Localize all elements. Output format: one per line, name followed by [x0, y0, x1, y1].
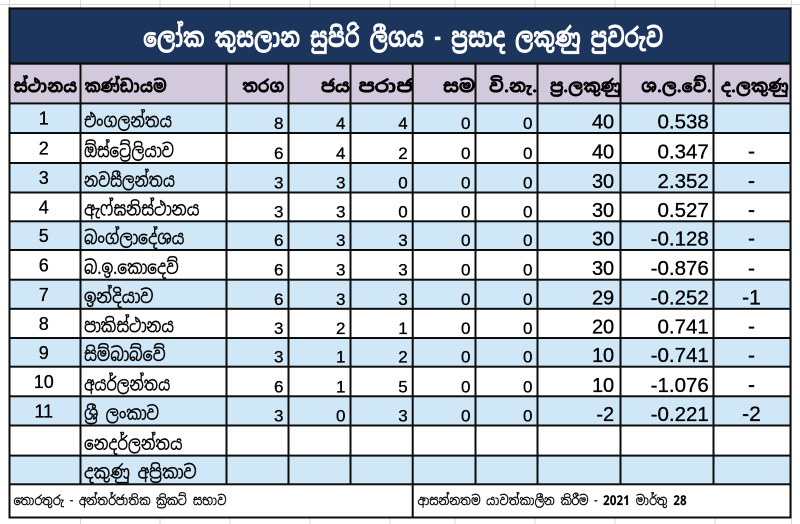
svg-text:3: 3	[398, 407, 407, 426]
svg-text:-: -	[748, 228, 755, 251]
svg-text:0: 0	[461, 407, 470, 426]
svg-text:2: 2	[39, 139, 49, 159]
svg-text:6: 6	[274, 231, 283, 250]
svg-text:3: 3	[398, 290, 407, 309]
svg-text:0: 0	[336, 407, 345, 426]
svg-text:6: 6	[39, 255, 49, 275]
svg-text:-0.221: -0.221	[651, 403, 709, 426]
svg-text:0: 0	[523, 377, 532, 396]
svg-text:0: 0	[461, 114, 470, 133]
svg-text:-: -	[748, 141, 755, 164]
svg-text:0: 0	[523, 114, 532, 133]
svg-text:20: 20	[592, 317, 614, 339]
svg-text:0: 0	[461, 290, 470, 309]
svg-text:0: 0	[461, 348, 470, 367]
svg-text:3: 3	[274, 407, 283, 426]
svg-text:0: 0	[461, 261, 470, 280]
svg-text:3: 3	[336, 261, 345, 280]
svg-text:5: 5	[39, 226, 49, 246]
svg-text:11: 11	[34, 401, 53, 421]
svg-text:0: 0	[523, 174, 532, 193]
svg-text:8: 8	[274, 114, 283, 133]
svg-text:3: 3	[336, 202, 345, 221]
svg-text:3: 3	[274, 174, 283, 193]
svg-text:0: 0	[523, 231, 532, 250]
svg-text:3: 3	[336, 290, 345, 309]
svg-text:6: 6	[274, 290, 283, 309]
svg-text:-0.128: -0.128	[651, 228, 709, 251]
svg-text:4: 4	[39, 197, 49, 217]
svg-text:29: 29	[592, 287, 614, 309]
svg-text:3: 3	[398, 261, 407, 280]
svg-text:5: 5	[398, 377, 407, 396]
svg-text:2: 2	[336, 319, 345, 338]
svg-text:-: -	[748, 344, 755, 367]
svg-text:30: 30	[592, 171, 614, 193]
svg-text:6: 6	[274, 261, 283, 280]
svg-text:-: -	[748, 257, 755, 280]
svg-text:30: 30	[592, 258, 614, 280]
svg-text:-: -	[748, 374, 755, 397]
svg-text:40: 40	[592, 112, 614, 134]
svg-text:1: 1	[336, 348, 345, 367]
svg-text:10: 10	[34, 372, 54, 392]
svg-text:0: 0	[523, 348, 532, 367]
svg-text:9: 9	[39, 343, 49, 363]
svg-text:-1: -1	[742, 287, 761, 310]
svg-text:0: 0	[461, 144, 470, 163]
svg-text:4: 4	[336, 114, 345, 133]
svg-text:3: 3	[274, 319, 283, 338]
svg-text:1: 1	[398, 319, 407, 338]
svg-text:3: 3	[336, 231, 345, 250]
svg-text:30: 30	[592, 200, 614, 222]
svg-text:-0.876: -0.876	[651, 257, 709, 280]
svg-text:3: 3	[398, 231, 407, 250]
svg-text:7: 7	[39, 285, 49, 305]
svg-text:0: 0	[398, 202, 407, 221]
svg-text:0: 0	[523, 319, 532, 338]
svg-text:-0.741: -0.741	[651, 344, 709, 367]
svg-text:0: 0	[461, 202, 470, 221]
svg-text:0.527: 0.527	[657, 199, 708, 222]
svg-text:0: 0	[523, 407, 532, 426]
svg-text:0.538: 0.538	[657, 111, 708, 134]
svg-text:2: 2	[398, 144, 407, 163]
svg-text:0: 0	[461, 231, 470, 250]
svg-text:0: 0	[461, 377, 470, 396]
svg-text:30: 30	[592, 229, 614, 251]
svg-text:2: 2	[398, 348, 407, 367]
svg-text:0: 0	[523, 290, 532, 309]
svg-text:0: 0	[523, 144, 532, 163]
svg-text:-: -	[748, 199, 755, 222]
svg-text:10: 10	[592, 375, 614, 397]
svg-text:0: 0	[398, 174, 407, 193]
svg-text:-2: -2	[596, 404, 614, 426]
svg-text:0: 0	[461, 174, 470, 193]
svg-text:3: 3	[39, 168, 49, 188]
svg-text:-2: -2	[742, 403, 761, 426]
svg-text:0.347: 0.347	[657, 141, 708, 164]
svg-text:6: 6	[274, 377, 283, 396]
svg-text:3: 3	[336, 174, 345, 193]
svg-text:4: 4	[398, 114, 407, 133]
svg-text:0: 0	[523, 202, 532, 221]
svg-text:-0.252: -0.252	[651, 286, 709, 309]
svg-text:0.741: 0.741	[657, 316, 708, 339]
svg-text:-1.076: -1.076	[651, 374, 709, 397]
svg-text:1: 1	[336, 377, 345, 396]
svg-text:6: 6	[274, 144, 283, 163]
svg-text:-: -	[748, 170, 755, 193]
svg-text:10: 10	[592, 345, 614, 367]
svg-text:-: -	[748, 316, 755, 339]
svg-text:40: 40	[592, 142, 614, 164]
svg-text:0: 0	[461, 319, 470, 338]
svg-text:0: 0	[523, 261, 532, 280]
svg-text:8: 8	[39, 314, 49, 334]
svg-text:3: 3	[274, 202, 283, 221]
svg-text:2.352: 2.352	[657, 170, 708, 193]
svg-text:1: 1	[39, 109, 49, 129]
svg-text:4: 4	[336, 144, 345, 163]
svg-text:3: 3	[274, 348, 283, 367]
